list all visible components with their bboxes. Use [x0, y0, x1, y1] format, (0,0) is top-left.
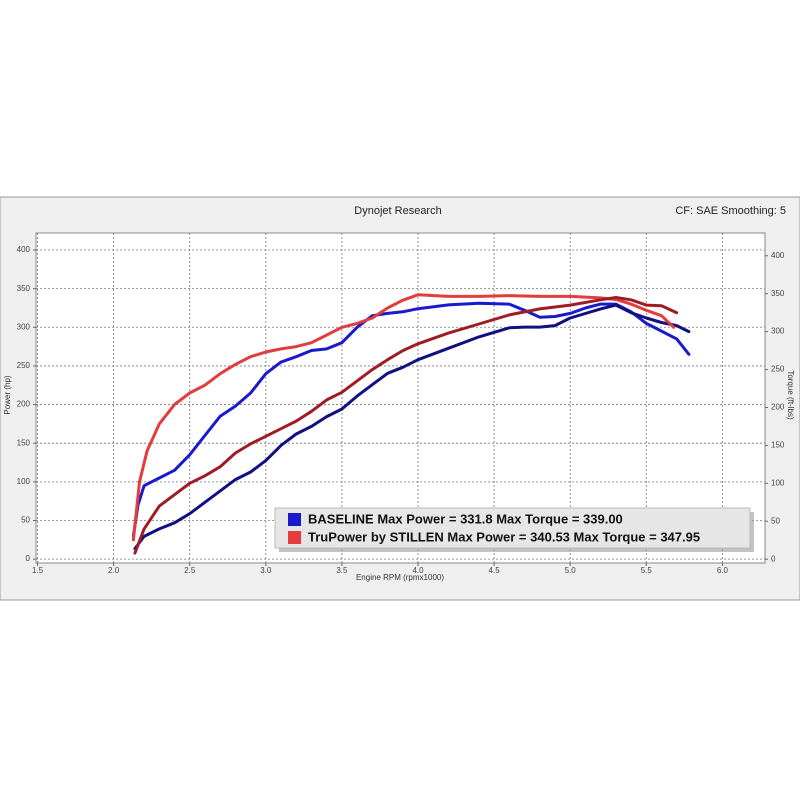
x-tick-label: 4.0 — [412, 566, 424, 575]
y2-tick-label: 100 — [771, 478, 785, 487]
y-tick-label: 200 — [17, 400, 31, 409]
y-tick-label: 350 — [17, 284, 31, 293]
y-tick-label: 100 — [17, 477, 31, 486]
x-tick-label: 6.0 — [717, 566, 729, 575]
x-tick-label: 4.5 — [489, 566, 501, 575]
y2-tick-label: 50 — [771, 516, 780, 525]
y-tick-label: 50 — [21, 516, 30, 525]
y2-tick-label: 400 — [771, 251, 785, 260]
y2-tick-label: 200 — [771, 403, 785, 412]
x-tick-label: 3.0 — [260, 566, 272, 575]
series-line — [133, 303, 691, 551]
y-tick-label: 400 — [17, 245, 31, 254]
y-axis-label: Power (hp) — [3, 375, 12, 414]
x-tick-label: 2.0 — [108, 566, 120, 575]
y2-axis-label: Torque (ft-lbs) — [786, 370, 795, 420]
series-line — [133, 296, 679, 555]
legend-swatch — [288, 513, 301, 526]
series-line — [131, 293, 676, 542]
chart-title: Dynojet Research — [354, 205, 441, 217]
x-tick-label: 3.5 — [336, 566, 348, 575]
legend-box — [274, 507, 751, 549]
y2-tick-label: 350 — [771, 289, 785, 298]
legend-swatch — [288, 531, 301, 544]
y-tick-label: 250 — [17, 361, 31, 370]
x-tick-label: 5.5 — [641, 566, 653, 575]
y-tick-label: 150 — [17, 438, 31, 447]
x-tick-label: 5.0 — [565, 566, 577, 575]
y2-tick-label: 0 — [771, 554, 776, 563]
chart-subtitle: CF: SAE Smoothing: 5 — [675, 205, 786, 217]
legend-label: TruPower by STILLEN Max Power = 340.53 M… — [308, 529, 700, 544]
y2-tick-label: 250 — [771, 365, 785, 374]
x-tick-label: 2.5 — [184, 566, 196, 575]
x-axis-label: Engine RPM (rpmx1000) — [356, 573, 444, 582]
y2-tick-label: 150 — [771, 441, 785, 450]
y2-tick-label: 300 — [771, 327, 785, 336]
legend-label: BASELINE Max Power = 331.8 Max Torque = … — [308, 511, 623, 526]
x-tick-label: 1.5 — [32, 566, 44, 575]
y-tick-label: 300 — [17, 322, 31, 331]
y-tick-label: 0 — [26, 554, 31, 563]
